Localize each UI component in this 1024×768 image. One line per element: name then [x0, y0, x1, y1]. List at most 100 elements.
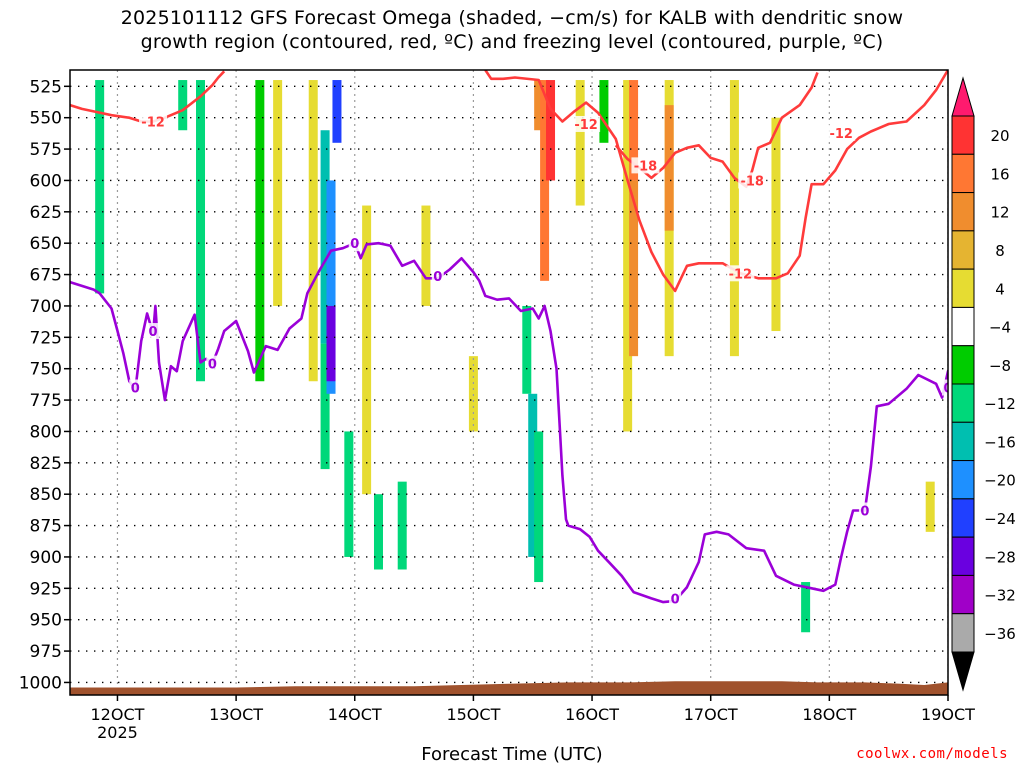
omega-cell	[534, 80, 544, 131]
y-tick-label: 675	[30, 266, 62, 286]
y-tick-label: 900	[30, 548, 62, 568]
omega-cell	[575, 80, 585, 206]
y-tick-label: 600	[30, 171, 62, 191]
omega-cell	[373, 494, 383, 570]
omega-cell	[599, 80, 609, 143]
colorbar-box	[951, 230, 975, 270]
colorbar-box	[951, 613, 975, 653]
omega-cell	[320, 343, 330, 470]
omega-cell	[344, 431, 354, 557]
frz-label: 0	[131, 382, 140, 397]
frz-label: 0	[208, 358, 217, 373]
dgz-label-bg	[631, 157, 660, 174]
dgz-label-bg	[139, 113, 168, 130]
y-tick-label: 800	[30, 422, 62, 442]
frz-label: 0	[350, 237, 359, 252]
plot-border	[69, 69, 949, 696]
grid-lines	[70, 70, 948, 695]
x-tick-label: 16OCT	[565, 705, 619, 724]
chart-title-line1: 2025101112 GFS Forecast Omega (shaded, −…	[120, 7, 904, 29]
frz-label: 0	[671, 592, 680, 607]
dgz-label: -18	[740, 174, 764, 189]
credit-link[interactable]: coolwx.com/models	[856, 746, 1008, 762]
x-tick-label: 19OCT	[921, 705, 975, 724]
colorbar-box	[951, 421, 975, 462]
omega-cell	[528, 393, 538, 557]
colorbar-label: −28	[984, 548, 1016, 566]
colorbar-box	[951, 306, 975, 347]
y-tick-label: 575	[30, 140, 62, 160]
colorbar-box	[951, 115, 975, 155]
contours: -12 -12 -12 -12 -18 -18 0 0 0 0 0 0 0 0	[70, 70, 952, 607]
x-tick-label: 18OCT	[802, 705, 856, 724]
omega-cell	[623, 80, 633, 432]
colorbar-box	[951, 536, 975, 576]
colorbar-label: 20	[990, 127, 1009, 145]
frz-label: 0	[149, 325, 158, 340]
omega-shading	[95, 80, 935, 633]
y-tick-label: 525	[30, 77, 62, 97]
omega-cell	[95, 80, 105, 294]
y-tick-label: 775	[30, 391, 62, 411]
omega-cell	[326, 180, 336, 394]
y-axis: 525 550 575 600 625 650 675 700 725 750 775 800 825 8…	[19, 77, 70, 693]
y-tick-label: 1000	[19, 673, 62, 693]
frz-label-bg	[942, 379, 948, 396]
dgz-label: -12	[829, 127, 853, 142]
omega-cell	[362, 205, 372, 495]
colorbar-bottom-arrow	[951, 651, 975, 692]
omega-cell	[332, 80, 342, 143]
y-tick-label: 700	[30, 297, 62, 317]
dgz-label-bg	[572, 115, 601, 132]
y-tick-label: 975	[30, 642, 62, 662]
frz-label: 0	[943, 382, 952, 397]
dgz-label: -12	[729, 267, 753, 282]
colorbar-label: 8	[995, 242, 1005, 260]
colorbar-box	[951, 574, 975, 615]
omega-cell	[522, 305, 532, 394]
omega-cell	[196, 80, 206, 382]
dgz-label: -18	[634, 159, 658, 174]
omega-cell	[664, 105, 674, 231]
y-tick-label: 650	[30, 234, 62, 254]
colorbar-box	[951, 498, 975, 538]
terrain	[70, 681, 948, 695]
frz-label-bg	[669, 590, 682, 607]
colorbar-top-arrow	[951, 76, 975, 117]
y-tick-label: 925	[30, 579, 62, 599]
frz-label-bg	[129, 379, 142, 396]
colorbar-label: −4	[989, 319, 1011, 337]
x-tick-sublabel: 2025	[97, 723, 138, 742]
colorbar: 20 16 12 8 4 −4 −8 −12 −16 −20 −24 −28 −32 −36	[951, 76, 1016, 692]
omega-cell	[546, 80, 556, 181]
y-tick-label: 625	[30, 203, 62, 223]
freezing-level-contour	[70, 241, 948, 604]
x-tick-label: 13OCT	[209, 705, 263, 724]
frz-label-bg	[858, 502, 871, 519]
chart-title: 2025101112 GFS Forecast Omega (shaded, −…	[0, 6, 1024, 54]
omega-cell	[468, 356, 478, 432]
colorbar-label: −36	[984, 625, 1016, 643]
x-axis-label: Forecast Time (UTC)	[421, 744, 603, 765]
frz-label-bg	[348, 235, 361, 252]
omega-cell	[421, 205, 431, 306]
frz-label: 0	[860, 505, 869, 520]
dgz-label-bg	[827, 124, 856, 141]
colorbar-box	[951, 345, 975, 385]
x-axis: 12OCT 13OCT 14OCT 15OCT 16OCT 17OCT 18OCT 19OCT…	[91, 695, 975, 742]
y-tick-label: 825	[30, 454, 62, 474]
colorbar-label: −24	[984, 510, 1016, 528]
frz-label-bg	[147, 323, 160, 340]
colorbar-label: 12	[990, 204, 1009, 222]
dgz-label-bg	[738, 172, 767, 189]
x-tick-label: 14OCT	[328, 705, 382, 724]
y-tick-label: 850	[30, 485, 62, 505]
omega-cell	[308, 80, 318, 382]
frz-label-bg	[206, 355, 219, 372]
colorbar-label: −20	[984, 472, 1016, 490]
omega-cell	[771, 117, 781, 332]
omega-cell	[629, 80, 639, 181]
omega-cell	[273, 80, 283, 306]
y-tick-label: 750	[30, 360, 62, 380]
